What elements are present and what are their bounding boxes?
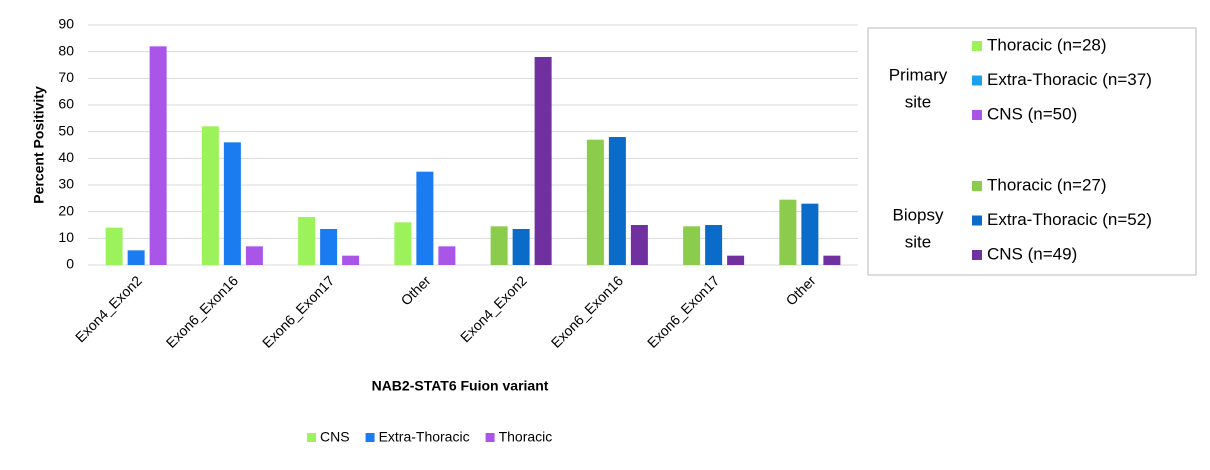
side-legend-swatch	[972, 250, 982, 260]
y-axis-title: Percent Positivity	[31, 86, 47, 204]
bar	[586, 139, 604, 265]
bar	[127, 250, 145, 265]
bar	[149, 46, 167, 266]
x-tick-label: Exon6_Exon16	[548, 272, 627, 351]
bar	[801, 203, 819, 265]
side-legend-title: site	[905, 232, 931, 251]
side-legend-title: site	[905, 92, 931, 111]
side-legend-label: Extra-Thoracic (n=52)	[987, 210, 1152, 229]
y-tick-label: 10	[58, 229, 74, 245]
side-legend-swatch	[972, 110, 982, 120]
y-tick-label: 20	[58, 202, 74, 218]
legend-swatch	[485, 433, 495, 442]
bar	[394, 222, 412, 265]
bar	[245, 246, 263, 265]
bar	[630, 225, 648, 265]
side-legend-label: CNS (n=49)	[987, 244, 1077, 263]
bar	[342, 255, 360, 265]
bar	[705, 225, 723, 265]
side-legend-swatch	[972, 75, 982, 86]
x-tick-label: Other	[398, 272, 434, 308]
side-legend-label: Thoracic (n=28)	[987, 35, 1107, 54]
side-legend-box	[867, 27, 1197, 276]
side-legend: Primary site Thoracic (n=28) Extra-Thoracic…	[889, 35, 1152, 263]
legend-label: Extra-Thoracic	[379, 429, 470, 445]
bar	[534, 57, 552, 265]
bar	[512, 229, 530, 265]
x-tick-label: Exon6_Exon17	[644, 272, 723, 351]
y-tick-label: 90	[58, 16, 74, 32]
bar	[416, 171, 434, 265]
bar	[320, 229, 338, 265]
x-axis-title: NAB2-STAT6 Fuion variant	[372, 378, 549, 394]
side-legend-title: Primary	[889, 65, 948, 84]
y-tick-label: 50	[58, 122, 74, 138]
bar	[779, 199, 797, 265]
legend-swatch	[365, 433, 375, 442]
side-legend-label: Thoracic (n=27)	[987, 175, 1107, 194]
side-legend-label: CNS (n=50)	[987, 104, 1077, 123]
x-tick-label: Exon6_Exon17	[259, 272, 338, 351]
side-legend-label: Extra-Thoracic (n=37)	[987, 70, 1152, 89]
bar	[201, 126, 219, 265]
bar	[823, 255, 841, 265]
legend-label: CNS	[320, 429, 350, 445]
x-tick-label: Other	[783, 272, 819, 308]
bar	[223, 142, 241, 265]
bar	[683, 226, 701, 265]
y-tick-label: 0	[66, 256, 74, 272]
y-tick-label: 80	[58, 42, 74, 58]
side-legend-swatch	[972, 215, 982, 226]
x-tick-label: Exon6_Exon16	[163, 272, 242, 351]
y-tick-label: 30	[58, 176, 74, 192]
bar	[105, 227, 123, 265]
bar	[298, 217, 316, 265]
y-tick-label: 70	[58, 69, 74, 85]
legend-swatch	[307, 433, 316, 442]
side-legend-swatch	[972, 41, 982, 51]
bar	[490, 226, 508, 265]
bar	[438, 246, 456, 265]
y-tick-label: 40	[58, 149, 74, 165]
side-legend-swatch	[972, 181, 982, 191]
bar	[727, 255, 745, 265]
legend-label: Thoracic	[499, 429, 553, 445]
bar	[608, 137, 626, 265]
side-legend-title: Biopsy	[892, 205, 944, 224]
x-tick-label: Exon4_Exon2	[72, 272, 145, 345]
x-tick-label: Exon4_Exon2	[457, 272, 530, 345]
y-tick-label: 60	[58, 96, 74, 112]
